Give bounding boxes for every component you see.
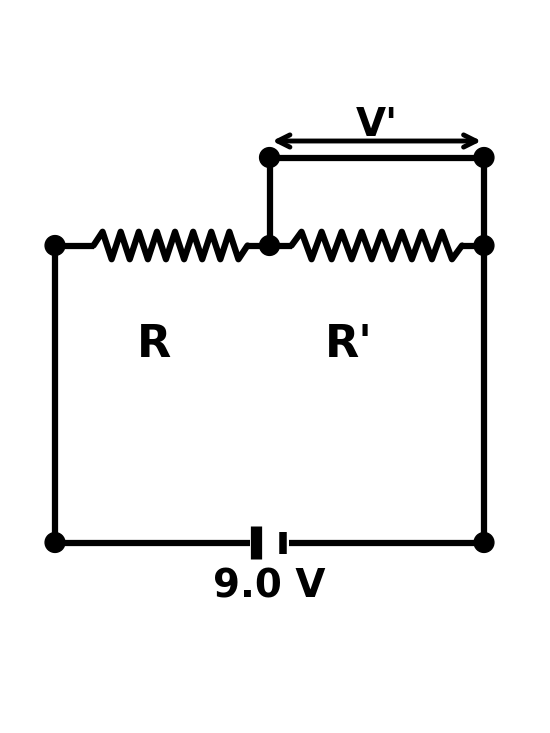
- Text: 9.0 V: 9.0 V: [213, 567, 326, 605]
- Text: V': V': [356, 106, 398, 144]
- Circle shape: [474, 147, 494, 167]
- Circle shape: [45, 533, 65, 553]
- Text: R': R': [325, 323, 373, 366]
- Circle shape: [260, 147, 279, 167]
- Circle shape: [474, 235, 494, 255]
- Circle shape: [474, 533, 494, 553]
- Circle shape: [260, 235, 279, 255]
- Circle shape: [45, 235, 65, 255]
- Text: R: R: [137, 323, 171, 366]
